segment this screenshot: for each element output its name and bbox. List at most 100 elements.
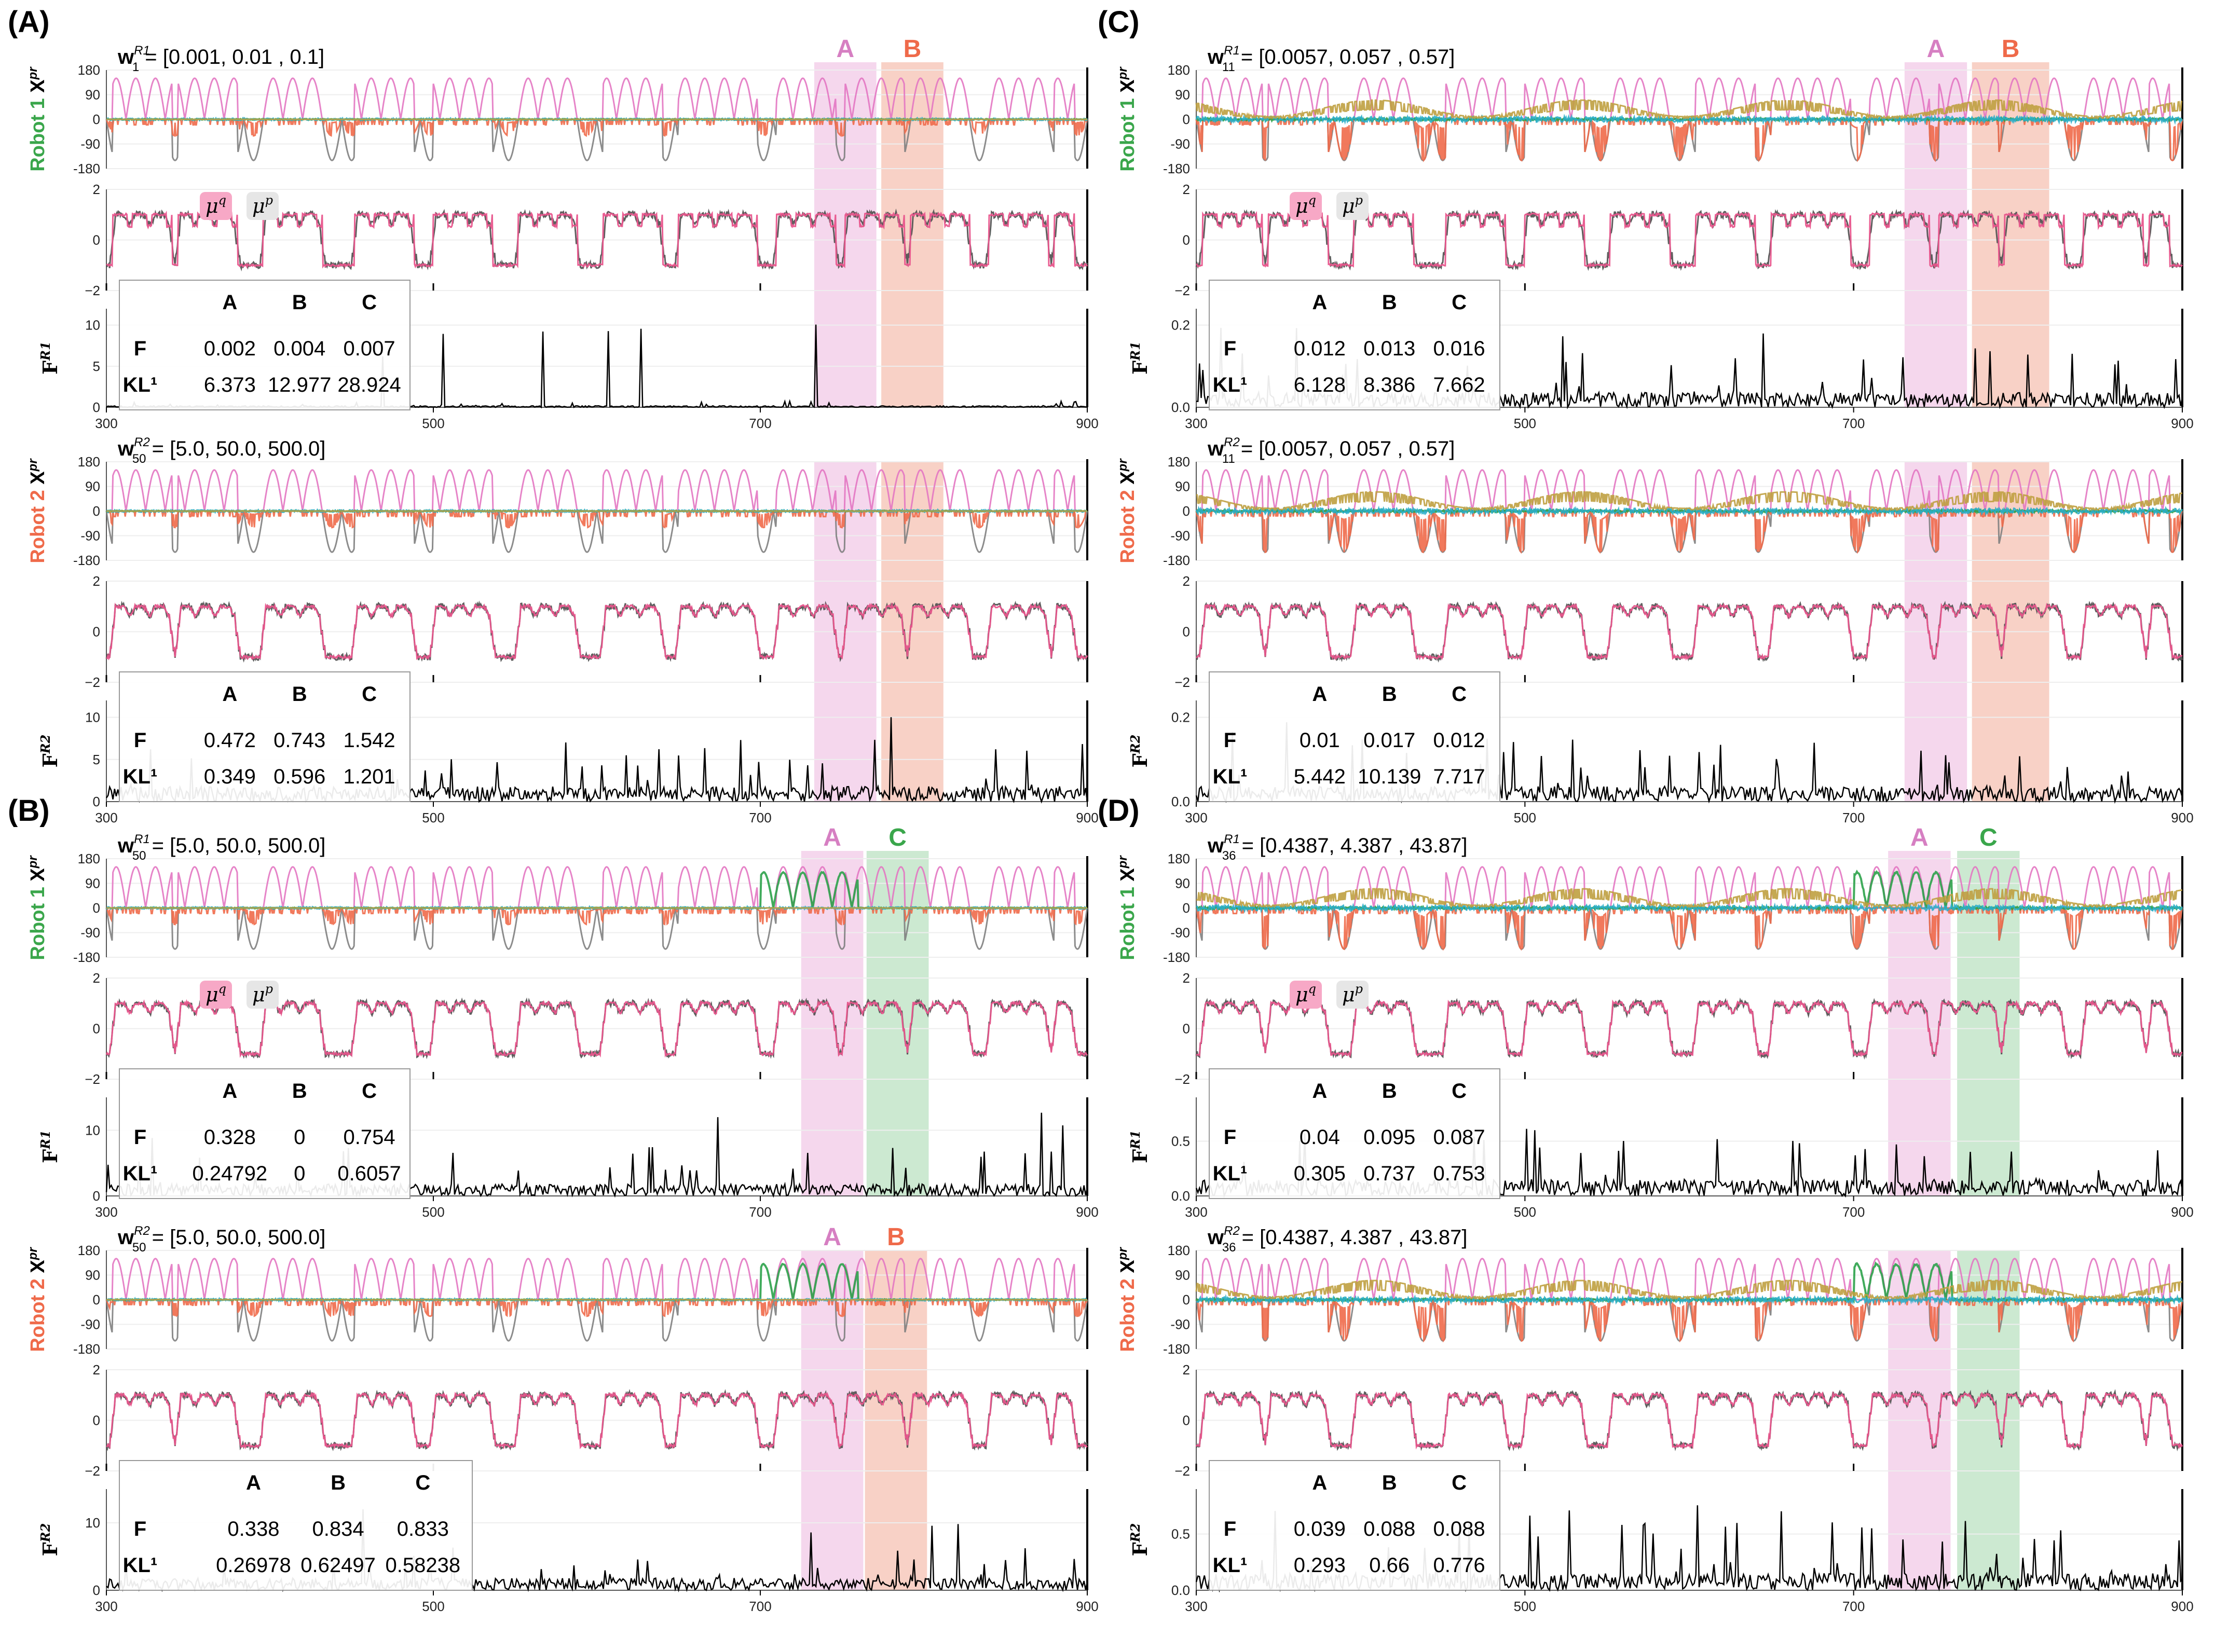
f-symbol: F [38,753,62,767]
y-tick-label: 180 [1168,454,1190,470]
y-tick-label: 90 [85,1268,100,1283]
table-cell-f: 0.004 [274,337,325,360]
y-tick-label: -180 [1163,1341,1190,1357]
weight-values: = [0.001, 0.01 , 0.1] [139,46,324,68]
stats-table: A B C F KL¹ 0.04 0.095 0.087 0.305 0.737 0.753 [1209,1068,1500,1199]
table-frame [1209,1460,1500,1591]
y-tick-label: 180 [1168,62,1190,78]
y-tick-label: 0 [93,112,100,127]
weight-values: = [0.0057, 0.057 , 0.57] [1235,437,1455,460]
legend-mu: μ [252,195,265,217]
y-tick-label: -90 [1170,528,1190,544]
weight-label: wR2 11 = [0.0057, 0.057 , 0.57] [1207,435,1455,466]
f-superscript: R2 [1128,1523,1143,1543]
table-cell-kl: 7.662 [1433,374,1485,396]
table-cell-f: 0.013 [1363,337,1415,360]
table-header-a: A [1312,291,1327,314]
legend-badge-q [200,192,232,220]
table-cell-f: 0.016 [1433,337,1485,360]
f-symbol: F [1128,753,1152,767]
table-cell-kl: 0.66 [1369,1554,1410,1577]
table-cell-kl: 0.776 [1433,1554,1485,1577]
f-superscript: R2 [38,735,53,754]
legend-label-q: μq [1295,193,1316,217]
x-tick-label: 300 [1185,416,1207,431]
y-tick-label: −2 [1174,674,1190,690]
xpr-symbol: X [1117,79,1139,93]
weight-symbol: w [1207,46,1224,68]
y-tick-label: 0 [93,1413,100,1428]
joint-series-1 [1196,866,2182,909]
f-superscript: R2 [1128,735,1143,754]
y-tick-label: 0 [1183,900,1190,916]
table-header-a: A [1312,1471,1327,1494]
table-cell-kl: 0.737 [1363,1162,1415,1185]
weight-values: = [5.0, 50.0, 500.0] [146,834,326,857]
y-tick-label: 180 [1168,1243,1190,1258]
table-header-b: B [292,291,307,314]
f-axis-label: FR2 [1128,735,1152,768]
table-cell-f: 0.039 [1294,1518,1346,1540]
y-tick-label: 90 [85,876,100,891]
xpr-superscript: pr [1116,458,1130,472]
weight-superscript: R2 [1224,435,1240,449]
y-tick-label: −2 [1174,1463,1190,1479]
table-frame [119,1068,411,1199]
table-header-b: B [1382,683,1397,706]
legend-label-q: μq [206,193,226,217]
x-tick-label: 500 [1514,1599,1536,1614]
y-tick-label: -90 [80,136,100,152]
weight-symbol: w [117,1226,134,1249]
y-tick-label: 0.0 [1171,1582,1190,1598]
y-tick-label: 180 [1168,851,1190,866]
table-frame [1209,671,1500,802]
legend-badge-q [1290,192,1322,220]
legend-mu: μ [1295,983,1308,1006]
x-tick-label: 700 [749,1204,771,1220]
y-tick-label: 180 [78,62,100,78]
weight-label: wR1 1 = [0.001, 0.01 , 0.1] [117,44,324,74]
y-tick-label: 0 [93,1021,100,1037]
weight-superscript: R1 [134,44,150,58]
stats-table: A B C F KL¹ 0.002 0.004 0.007 6.373 12.977 28.924 [119,280,411,410]
x-tick-label: 900 [2171,810,2193,825]
table-cell-kl: 0.305 [1294,1162,1346,1185]
x-tick-label: 700 [1842,1204,1865,1220]
table-cell-f: 0.472 [204,729,256,752]
y-tick-label: 180 [78,454,100,470]
y-tick-label: -180 [73,553,100,568]
joint-series-4 [1196,869,2183,912]
f-superscript: R1 [1128,1130,1143,1150]
legend-mu: μ [206,983,218,1006]
y-tick-label: 2 [93,182,100,197]
y-tick-label: 0.2 [1171,710,1190,725]
y-tick-label: 10 [85,318,100,333]
robot-axis-label: Robot 1 Xpr [26,855,49,960]
xpr-symbol: X [27,1260,49,1273]
highlight-label-a: A [823,1223,841,1251]
x-tick-label: 700 [749,416,771,431]
weight-label: wR1 36 = [0.4387, 4.387 , 43.87] [1207,832,1467,863]
joint-series-1 [106,1258,1087,1301]
table-cell-kl: 10.139 [1358,765,1421,788]
f-axis-label: FR2 [38,735,62,768]
panel-label: (D) [1098,794,1140,828]
legend-badge-q [200,981,232,1009]
y-tick-label: −2 [1174,1071,1190,1087]
table-cell-kl: 8.386 [1363,374,1415,396]
table-cell-kl: 6.128 [1294,374,1346,396]
y-tick-label: 0.0 [1171,794,1190,809]
highlight-label-a: A [823,824,841,851]
table-cell-f: 0.012 [1433,729,1485,752]
y-tick-label: 0.0 [1171,1188,1190,1204]
weight-superscript: R2 [134,1224,150,1238]
mu-p-series [1195,1391,2183,1450]
table-row-label-f: F [1224,1126,1236,1149]
y-tick-label: 2 [1183,1362,1190,1378]
weight-label: wR1 11 = [0.0057, 0.057 , 0.57] [1207,44,1455,74]
y-tick-label: 0 [93,400,100,415]
weight-subscript: 11 [1222,60,1235,74]
